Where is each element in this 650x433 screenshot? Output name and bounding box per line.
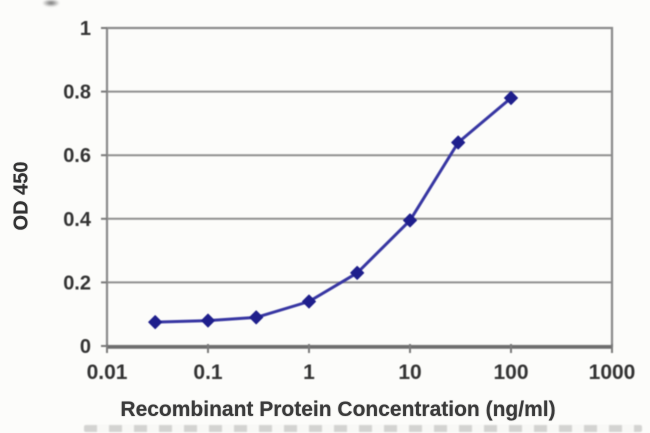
y-tick-label: 0.6 [63,145,91,167]
x-axis-title: Recombinant Protein Concentration (ng/ml… [120,398,556,421]
data-point-marker [403,213,417,228]
data-point-marker [350,265,365,280]
data-point-marker [249,310,264,325]
y-axis-title: OD 450 [10,161,33,231]
y-tick-label: 0 [80,336,91,358]
jpeg-artifact-smudge [42,0,60,7]
x-tick-label: 1000 [589,361,636,384]
jpeg-artifact-strip [84,425,642,432]
series-line [155,96,512,324]
y-tick-label: 0.4 [63,209,92,231]
plot-frame [105,26,614,348]
x-tick-label: 100 [493,361,528,384]
y-tick-label: 0.2 [63,272,91,294]
y-tick-label: 1 [80,18,91,40]
y-tick-label: 0.8 [63,82,91,104]
data-point-marker [302,294,316,309]
data-point-marker [148,315,163,330]
x-tick-label: 0.1 [193,361,223,384]
x-tick-label: 0.01 [87,361,128,384]
x-tick-label: 10 [398,361,421,384]
x-tick-label: 1 [303,361,315,384]
data-point-marker [451,135,466,150]
data-point-marker [201,313,215,328]
data-point-marker [504,90,518,105]
